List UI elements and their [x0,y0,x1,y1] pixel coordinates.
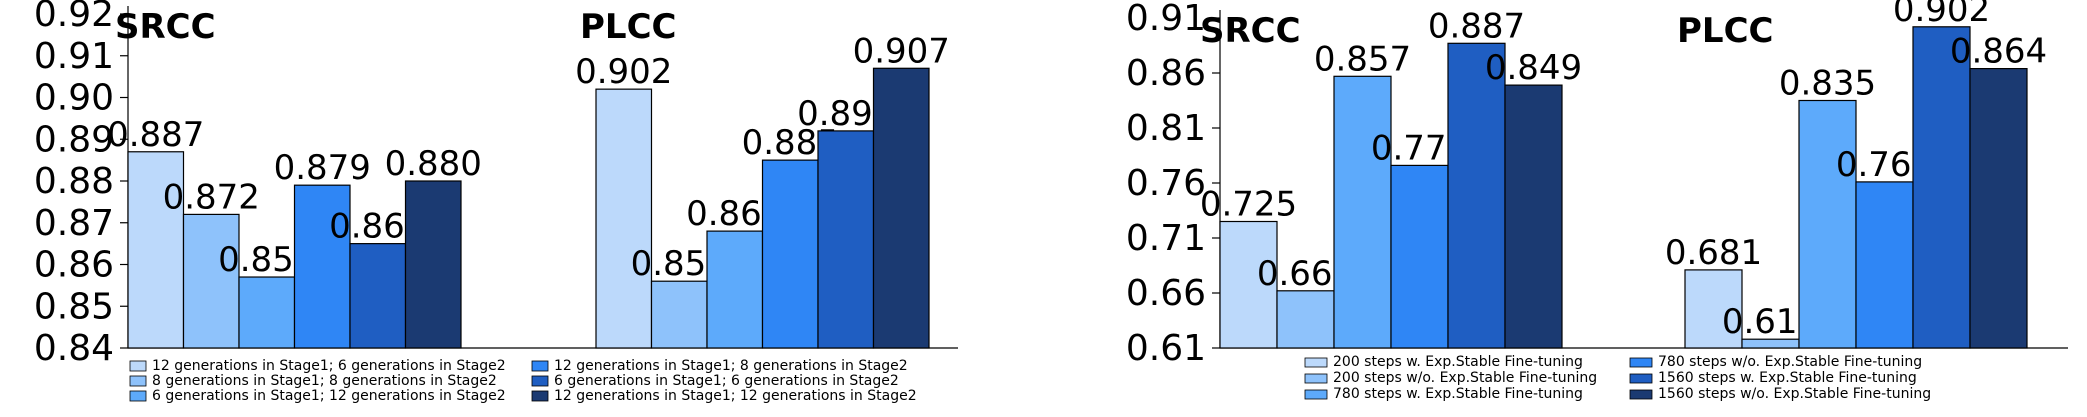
legend-label: 200 steps w/o. Exp.Stable Fine-tuning [1333,370,1597,386]
y-tick-label: 0.86 [1126,53,1206,94]
bar [817,130,875,349]
data-label: 0.880 [385,144,482,184]
bar [349,243,407,349]
data-label: 0.887 [107,115,204,155]
bar [1390,164,1449,349]
legend-label: 780 steps w. Exp.Stable Fine-tuning [1333,386,1583,402]
legend-swatch [129,360,147,372]
y-tick-label: 0.90 [34,78,114,119]
bar [238,276,296,349]
bar [182,213,240,349]
y-tick-label: 0.87 [34,203,114,244]
legend-label: 8 generations in Stage1; 8 generations i… [152,373,497,389]
group-label: SRCC [115,7,216,47]
bar [706,230,764,349]
y-tick-label: 0.88 [34,161,114,202]
legend-swatch [1304,357,1328,368]
legend-swatch [531,375,549,387]
bar [872,67,930,349]
bar [1219,220,1278,349]
group-label: PLCC [580,7,677,47]
data-label: 0.902 [575,52,672,92]
y-tick-label: 0.92 [34,0,114,35]
bar [1276,290,1335,349]
y-tick-label: 0.91 [34,36,114,77]
data-label: 0.902 [1893,0,1990,30]
data-label: 0.907 [853,31,950,71]
bar [127,151,185,349]
legend-swatch [1629,357,1653,368]
bar [1333,75,1392,349]
legend-label: 12 generations in Stage1; 8 generations … [554,358,908,374]
bar [1447,42,1506,349]
data-label: 0.835 [1779,64,1876,104]
y-tick-label: 0.89 [34,119,114,160]
bar [1798,99,1857,349]
y-tick-label: 0.81 [1126,108,1206,149]
y-tick-label: 0.76 [1126,163,1206,204]
data-label: 0.681 [1665,233,1762,273]
data-label: 0.879 [274,148,371,188]
bar [1504,84,1563,349]
legend-label: 6 generations in Stage1; 12 generations … [152,388,506,404]
bar [293,184,351,349]
legend-swatch [129,375,147,387]
legend-swatch [531,390,549,402]
legend-swatch [1629,373,1653,384]
y-tick-label: 0.85 [34,286,114,327]
legend-label: 200 steps w. Exp.Stable Fine-tuning [1333,354,1583,370]
data-label: 0.857 [1314,39,1411,79]
bar [1969,67,2028,349]
y-tick-label: 0.66 [1126,273,1206,314]
bar [404,180,462,349]
bar [761,159,819,349]
legend-label: 12 generations in Stage1; 6 generations … [152,358,506,374]
legend-label: 1560 steps w. Exp.Stable Fine-tuning [1658,370,1917,386]
data-label: 0.872 [163,177,260,217]
group-label: SRCC [1200,11,1301,51]
data-label: 0.725 [1200,185,1297,225]
data-label: 0.864 [1950,32,2047,72]
data-label: 0.849 [1485,48,1582,88]
legend-swatch [1629,389,1653,400]
chart-panel-left: 0.840.850.860.870.880.890.900.910.92 SRCC… [34,0,958,404]
bar [595,88,653,349]
bar [1684,269,1743,349]
y-tick-label: 0.71 [1126,218,1206,259]
y-tick-label: 0.86 [34,245,114,286]
legend-label: 6 generations in Stage1; 6 generations i… [554,373,899,389]
bar [1912,26,1971,349]
legend-label: 780 steps w/o. Exp.Stable Fine-tuning [1658,354,1922,370]
legend-swatch [129,390,147,402]
group-label: PLCC [1677,11,1774,51]
bar [1855,181,1914,349]
y-tick-label: 0.84 [34,328,114,369]
legend-swatch [1304,389,1328,400]
bar [650,280,708,349]
legend-swatch [531,360,549,372]
data-label: 0.887 [1428,6,1525,46]
y-tick-label: 0.91 [1126,0,1206,39]
legend-label: 1560 steps w/o. Exp.Stable Fine-tuning [1658,386,1931,402]
legend-swatch [1304,373,1328,384]
legend-label: 12 generations in Stage1; 12 generations… [554,388,917,404]
y-tick-label: 0.61 [1126,328,1206,369]
